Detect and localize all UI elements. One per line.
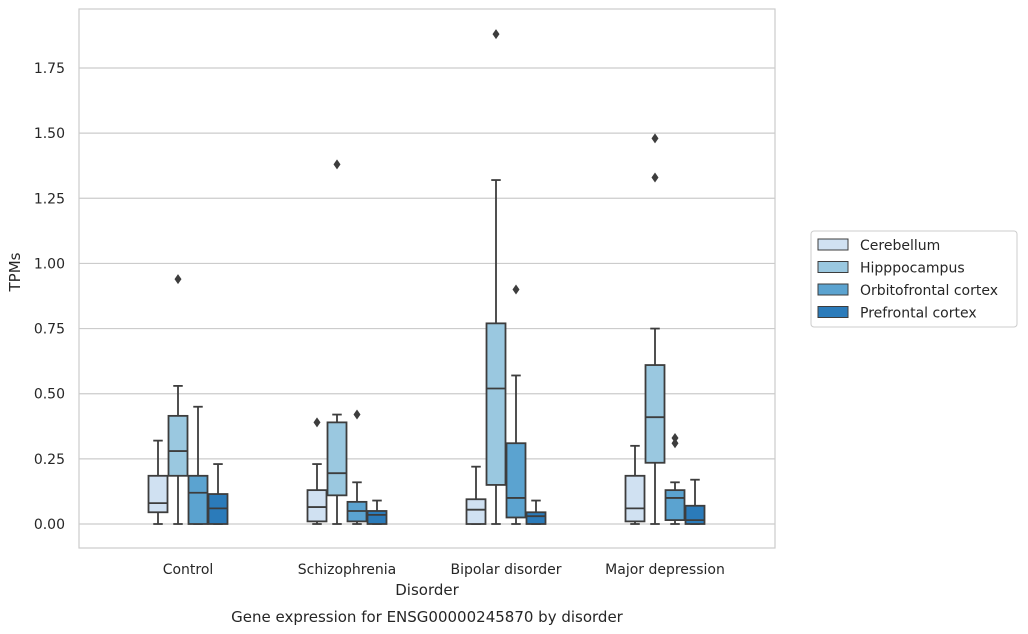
box bbox=[465, 498, 487, 525]
x-tick-labels: Control Schizophrenia Bipolar disorder Majo… bbox=[163, 562, 725, 578]
y-tick-label: 0.00 bbox=[34, 517, 65, 533]
y-tick-label: 1.50 bbox=[34, 126, 65, 142]
box-plot bbox=[684, 478, 706, 525]
outlier-point bbox=[512, 284, 520, 295]
box bbox=[326, 421, 348, 497]
y-tick-labels: 0.00 0.25 0.50 0.75 1.00 1.25 1.50 1.75 bbox=[34, 61, 65, 533]
box bbox=[167, 414, 189, 477]
legend-label: Orbitofrontal cortex bbox=[860, 283, 998, 299]
box bbox=[684, 504, 706, 525]
legend-swatch bbox=[817, 283, 849, 296]
outlier-point bbox=[651, 172, 659, 183]
outlier-point bbox=[333, 159, 341, 170]
y-tick-label: 1.25 bbox=[34, 191, 65, 207]
box-plot bbox=[505, 284, 527, 525]
x-tick-label: Major depression bbox=[605, 562, 725, 578]
plot-frame bbox=[78, 8, 776, 549]
legend-label: Prefrontal cortex bbox=[860, 306, 977, 322]
x-axis-label: Disorder bbox=[395, 581, 459, 599]
box-plot bbox=[366, 499, 388, 525]
box bbox=[485, 322, 507, 486]
chart-caption: Gene expression for ENSG00000245870 by d… bbox=[231, 608, 624, 626]
box-plots bbox=[147, 29, 706, 525]
outlier-point bbox=[353, 409, 361, 420]
box bbox=[505, 442, 527, 519]
outlier-point bbox=[651, 133, 659, 144]
y-tick-label: 1.75 bbox=[34, 61, 65, 77]
legend-label: Hipppocampus bbox=[860, 261, 965, 277]
grid-lines bbox=[79, 67, 775, 525]
outlier-point bbox=[492, 29, 500, 40]
y-tick-label: 0.75 bbox=[34, 322, 65, 338]
y-tick-label: 0.25 bbox=[34, 452, 65, 468]
box-plot bbox=[187, 405, 209, 525]
box-plot bbox=[306, 417, 328, 525]
x-tick-label: Bipolar disorder bbox=[450, 562, 561, 578]
box-plot bbox=[664, 433, 686, 525]
outlier-point bbox=[174, 274, 182, 285]
y-tick-label: 0.50 bbox=[34, 387, 65, 403]
box-plot bbox=[167, 274, 189, 525]
box bbox=[366, 510, 388, 525]
legend-frame bbox=[810, 230, 1018, 328]
legend-label: Cerebellum bbox=[860, 238, 940, 254]
outlier-point bbox=[671, 433, 679, 444]
box-plot bbox=[525, 499, 547, 525]
box bbox=[525, 511, 547, 525]
legend: Cerebellum Hipppocampus Orbitofrontal cort… bbox=[810, 230, 1018, 328]
x-tick-label: Schizophrenia bbox=[298, 562, 396, 578]
box-plot bbox=[644, 133, 666, 525]
box-plot bbox=[207, 463, 229, 525]
outlier-point bbox=[313, 417, 321, 428]
box bbox=[187, 474, 209, 525]
box-plot bbox=[485, 29, 507, 525]
box bbox=[624, 474, 646, 523]
box-plot bbox=[465, 465, 487, 525]
box-plot bbox=[326, 159, 348, 525]
box bbox=[306, 489, 328, 523]
outlier-point bbox=[671, 438, 679, 449]
box-plot bbox=[624, 444, 646, 525]
box bbox=[147, 474, 169, 514]
legend-swatch bbox=[817, 306, 849, 318]
x-tick-label: Control bbox=[163, 562, 214, 578]
box bbox=[664, 489, 686, 521]
box-plot bbox=[346, 409, 368, 525]
legend-swatch bbox=[817, 261, 849, 273]
box bbox=[644, 364, 666, 464]
box-plot bbox=[147, 439, 169, 525]
legend-swatch bbox=[817, 238, 849, 251]
y-tick-label: 1.00 bbox=[34, 256, 65, 272]
y-axis-label: TPMs bbox=[6, 252, 24, 292]
